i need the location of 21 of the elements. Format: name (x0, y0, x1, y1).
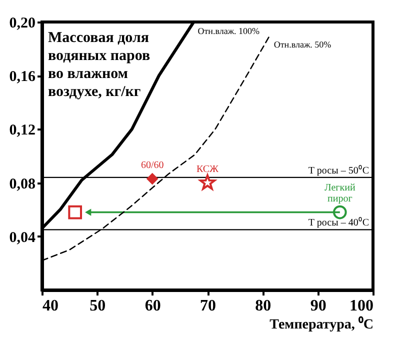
y-tick-label: 0,20 (9, 16, 36, 32)
x-tick-label: 40 (42, 298, 58, 314)
series-label: 60/60 (140, 160, 164, 171)
y-tick-label: 0,04 (9, 230, 36, 246)
y-tick-label: 0,12 (9, 122, 36, 139)
series-label: КСЖ (196, 164, 219, 175)
x-tick-label: 50 (90, 298, 106, 314)
series-label: Отн.влаж. 50% (274, 39, 332, 50)
x-tick-label: 60 (144, 298, 161, 314)
x-tick-label: 90 (310, 298, 326, 314)
ref-line-label: Т росы – 50⁰С (308, 164, 370, 176)
y-tick-label: 0,08 (9, 176, 36, 192)
x-tick-label: 100 (350, 298, 374, 314)
ref-line-label: Т росы – 40⁰С (308, 216, 370, 229)
y-tick-label: 0,16 (9, 69, 36, 86)
x-axis-title: Температура, ⁰C (270, 316, 374, 332)
y-axis-title: Массовая доля водяных паров во влажном воздухе, кг/кг (48, 30, 150, 100)
x-tick-label: 80 (255, 298, 272, 314)
series-label: Легкий пирог (324, 182, 356, 204)
series-label: Отн.влаж. 100% (198, 26, 260, 36)
x-tick-label: 70 (200, 298, 216, 314)
